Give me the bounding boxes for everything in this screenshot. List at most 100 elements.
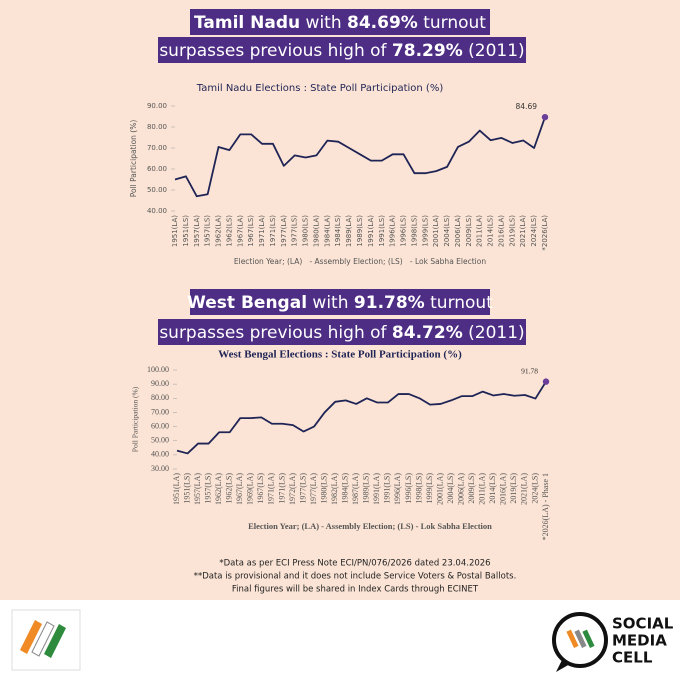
x-tick-label: 1977(LS) — [298, 473, 307, 504]
data-label: 84.69 — [516, 102, 538, 111]
headline: surpasses previous high of 78.29% (2011) — [159, 41, 524, 61]
x-tick-label: 2001(LA) — [435, 473, 444, 505]
headline-part: turnout — [425, 293, 493, 313]
y-tick-label: 90.00 — [147, 102, 167, 110]
y-tick-label: 60.00 — [151, 421, 169, 430]
x-tick-label: 1957(LS) — [204, 215, 212, 247]
chart: Tamil Nadu Elections : State Poll Partic… — [129, 83, 549, 266]
x-tick-label: 1998(LS) — [414, 473, 423, 504]
y-tick-label: 30.00 — [151, 464, 169, 473]
headline-part: with — [300, 13, 347, 33]
x-tick-label: *2026(LA) — [541, 215, 549, 251]
x-tick-label: 2016(LA) — [499, 473, 508, 505]
chart-title: Tamil Nadu Elections : State Poll Partic… — [196, 83, 444, 94]
headline-part: surpasses previous high of — [159, 41, 392, 61]
x-tick-label: 1996(LA) — [389, 215, 397, 247]
x-tick-label: 1969(LA) — [246, 473, 255, 505]
x-tick-label: 1977(LA) — [280, 215, 288, 247]
footnote: *Data as per ECI Press Note ECI/PN/076/2… — [219, 559, 490, 569]
y-tick-label: 50.00 — [151, 436, 169, 445]
headline-part: (2011) — [463, 41, 525, 61]
y-tick-label: 50.00 — [147, 186, 167, 194]
headline-banner — [158, 319, 526, 345]
headline-part: surpasses previous high of — [159, 323, 392, 343]
y-tick-label: 40.00 — [151, 450, 169, 459]
headline-part: 84.69% — [347, 13, 418, 33]
x-tick-label: 1989(LA) — [345, 215, 353, 247]
x-tick-label: 1996(LS) — [400, 215, 408, 247]
x-tick-label: 1980(LS) — [319, 473, 328, 504]
y-tick-label: 80.00 — [147, 123, 167, 131]
x-tick-label: 2024(LS) — [530, 215, 538, 247]
y-tick-label: 70.00 — [151, 407, 169, 416]
x-tick-label: 2011(LA) — [478, 473, 487, 505]
logo-text: SOCIAL — [612, 615, 674, 633]
headline-part: 78.29% — [392, 41, 463, 61]
x-tick-label: 2021(LA) — [520, 473, 529, 505]
y-axis-label: Poll Participation (%) — [129, 120, 138, 198]
headline: surpasses previous high of 84.72% (2011) — [159, 323, 524, 343]
x-tick-label: 1989(LS) — [362, 473, 371, 504]
y-tick-label: 70.00 — [147, 144, 167, 152]
x-tick-label: 2021(LA) — [519, 215, 527, 247]
y-tick-label: 60.00 — [147, 165, 167, 173]
y-axis-label: Poll Participation (%) — [131, 386, 140, 452]
marker — [542, 378, 550, 385]
x-tick-label: 1999(LS) — [421, 215, 429, 247]
x-tick-label: 1984(LS) — [341, 473, 350, 504]
chart-title: West Bengal Elections : State Poll Parti… — [218, 349, 462, 361]
x-tick-label: 1980(LS) — [302, 215, 310, 247]
x-tick-label: 2006(LA) — [454, 215, 462, 247]
x-tick-label: 2009(LS) — [467, 473, 476, 504]
y-tick-label: 80.00 — [151, 393, 169, 402]
x-tick-label: 1951(LS) — [182, 215, 190, 247]
x-tick-label: 1971(LA) — [267, 473, 276, 505]
logo-text: CELL — [612, 649, 653, 667]
eci-logo — [11, 609, 81, 671]
x-tick-label: 1967(LA) — [235, 473, 244, 505]
data-label: 91.78 — [521, 366, 538, 375]
x-tick-label: 2011(LA) — [476, 215, 484, 247]
x-tick-label: 1971(LA) — [258, 215, 266, 247]
x-tick-label: 1996(LA) — [393, 473, 402, 505]
x-tick-label: 1957(LA) — [193, 473, 202, 505]
y-tick-label: 100.00 — [147, 365, 169, 374]
x-tick-label: 1984(LA) — [323, 215, 331, 247]
headline-banner — [158, 37, 526, 63]
x-tick-label: 1967(LS) — [256, 473, 265, 504]
x-tick-label: 2004(LS) — [446, 473, 455, 504]
x-tick-label: 1996(LS) — [404, 473, 413, 504]
chart: West Bengal Elections : State Poll Parti… — [131, 349, 550, 541]
x-tick-label: 1999(LS) — [425, 473, 434, 504]
x-tick-label: 2014(LS) — [487, 215, 495, 247]
x-tick-label: 1971(LS) — [269, 215, 277, 247]
x-tick-label: 1991(LA) — [372, 473, 381, 505]
y-tick-label: 40.00 — [147, 207, 167, 215]
social-media-cell-logo — [552, 612, 608, 672]
headline-part: turnout — [418, 13, 486, 33]
x-tick-label: 1977(LA) — [309, 473, 318, 505]
x-tick-label: 2024(LS) — [530, 473, 539, 504]
x-tick-label: 1951(LS) — [182, 473, 191, 504]
headline: West Bengal with 91.78% turnout — [187, 293, 493, 313]
x-tick-label: 1967(LA) — [236, 215, 244, 247]
x-tick-label: 1957(LS) — [203, 473, 212, 504]
marker — [541, 113, 549, 121]
y-tick-label: 90.00 — [151, 379, 169, 388]
x-tick-label: 1971(LS) — [277, 473, 286, 504]
x-axis-label: Election Year; (LA) - Assembly Election;… — [248, 521, 492, 531]
x-tick-label: 2006(LA) — [456, 473, 465, 505]
x-tick-label: 1962(LS) — [225, 215, 233, 247]
x-tick-label: 1957(LA) — [193, 215, 201, 247]
x-tick-label: 1984(LS) — [334, 215, 342, 247]
headline: Tamil Nadu with 84.69% turnout — [194, 13, 486, 33]
line — [174, 116, 546, 198]
x-tick-label: 2019(LS) — [509, 473, 518, 504]
x-tick-label: 1982(LA) — [330, 473, 339, 505]
headline-part: (2011) — [463, 323, 525, 343]
x-tick-label: 1987(LA) — [351, 473, 360, 505]
x-tick-label: 1998(LS) — [410, 215, 418, 247]
headline-part: with — [307, 293, 354, 313]
x-tick-label: 1991(LA) — [367, 215, 375, 247]
